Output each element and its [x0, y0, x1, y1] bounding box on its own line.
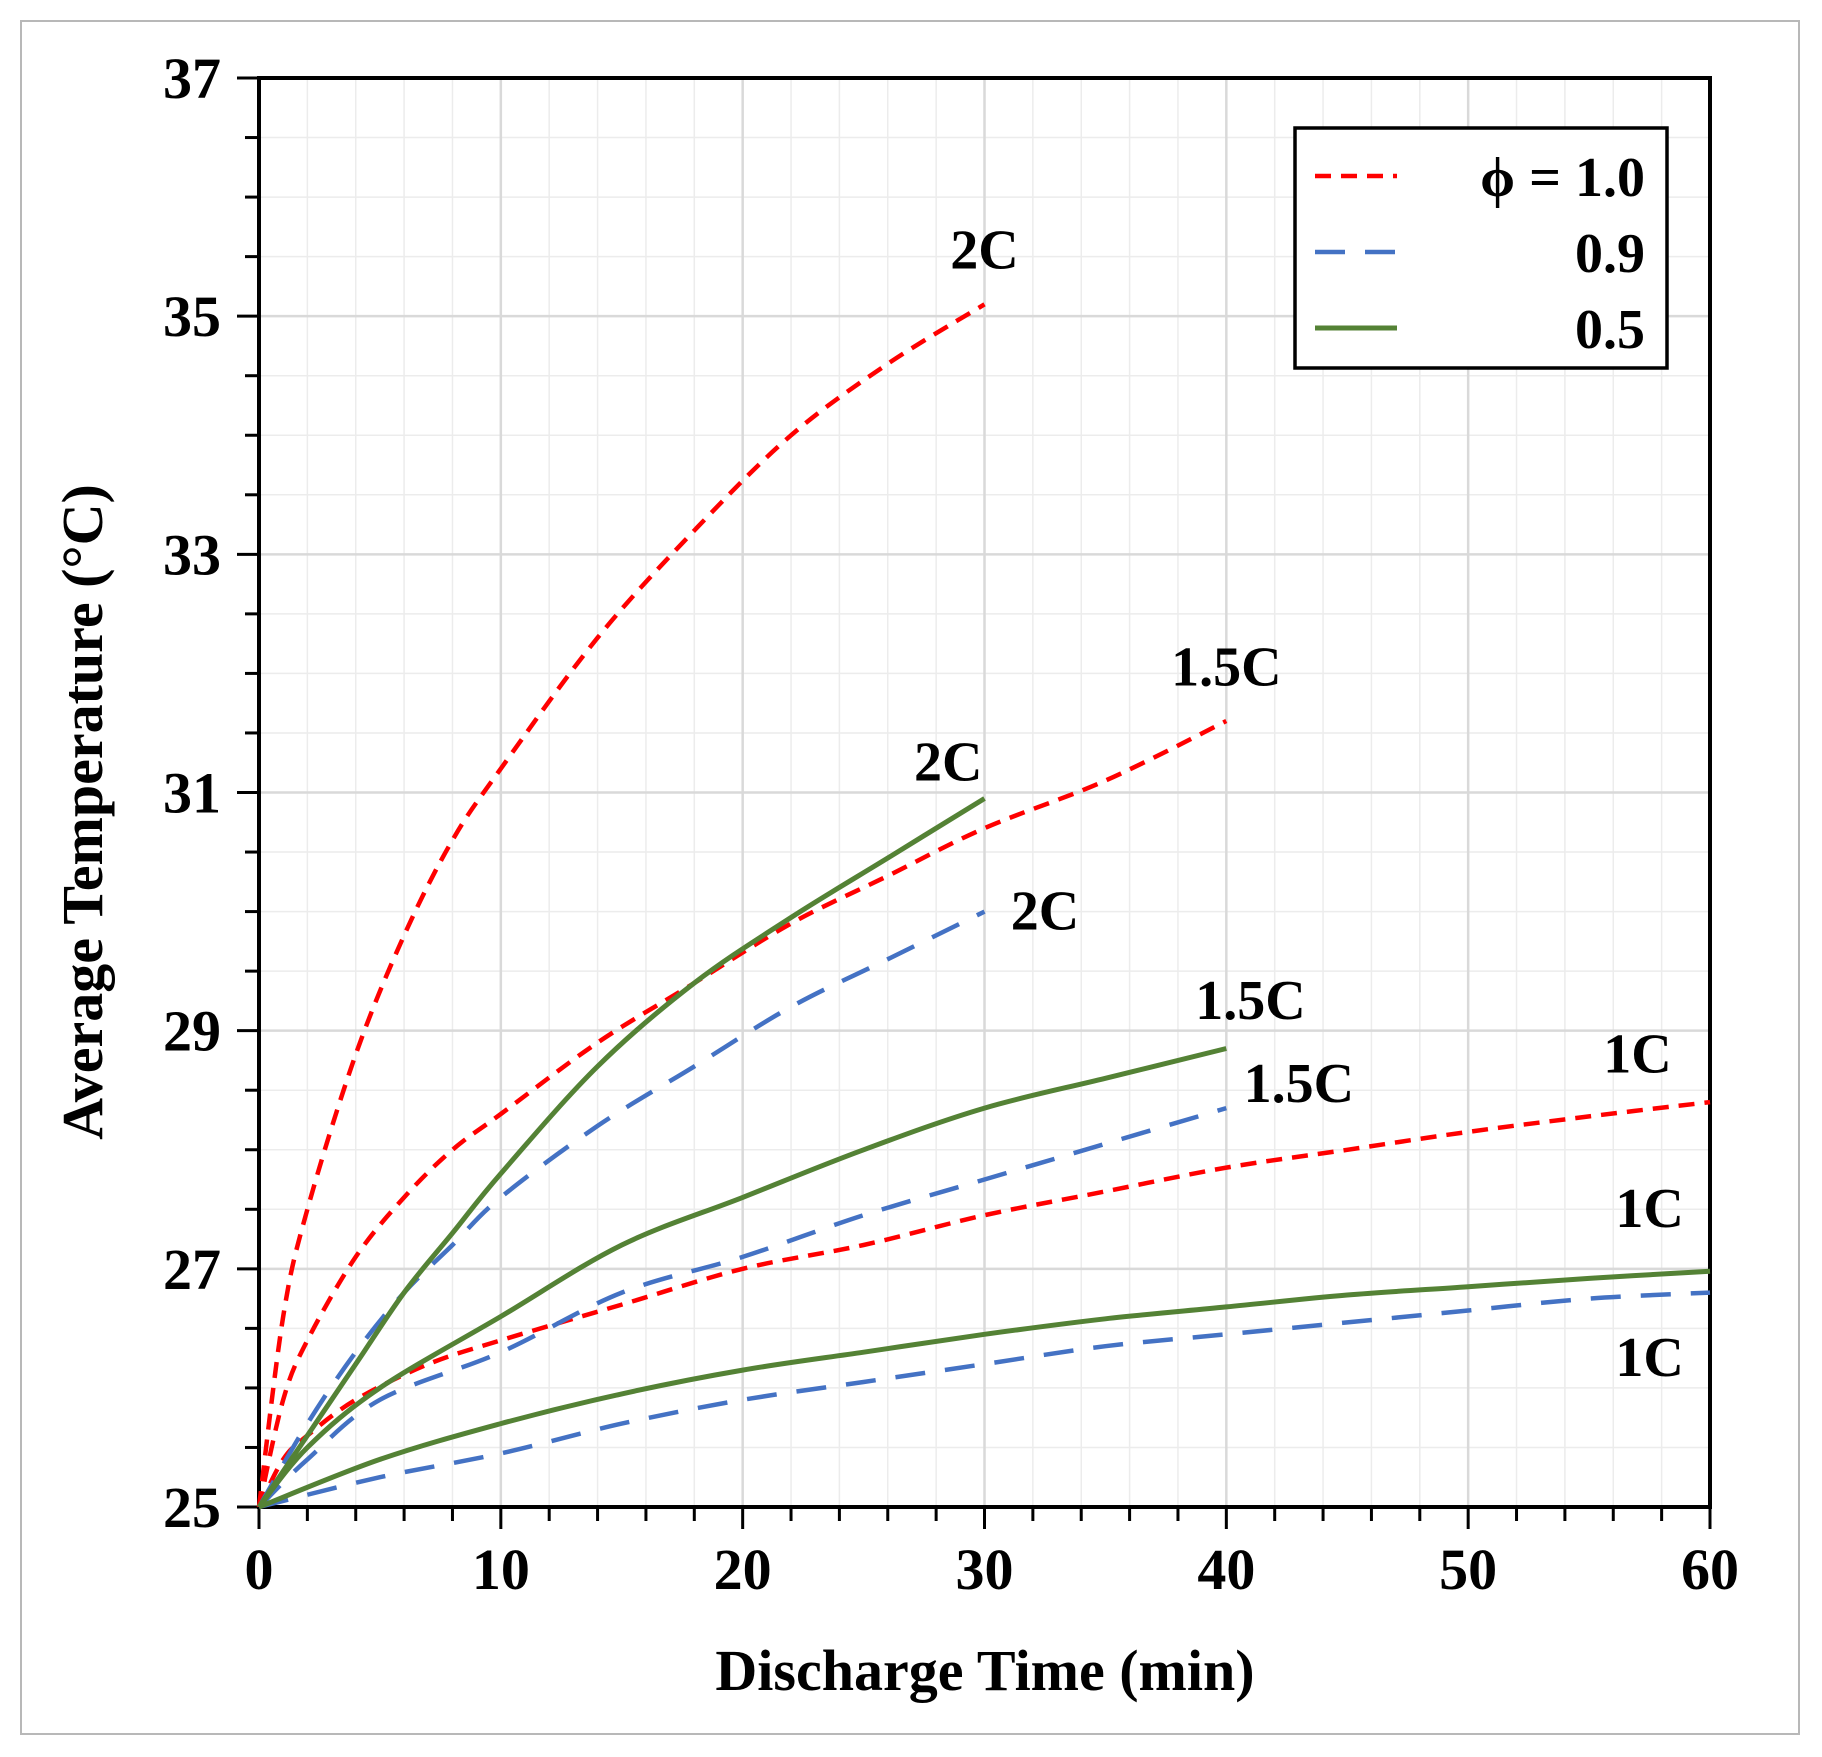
y-tick-label: 27	[163, 1237, 221, 1302]
line-chart: 0 10 20 30 40 50 60 25 27 29 31 33 35 37 2C 1.5C 2C 2C 1.…	[50, 46, 1739, 1703]
legend: ϕ = 1.0 0.9 0.5	[1293, 126, 1669, 370]
series-line-phi-1-0-1c	[256, 1099, 1711, 1509]
grid-lines	[257, 76, 1712, 1509]
x-tick-label: 30	[956, 1537, 1014, 1602]
x-tick-label: 10	[472, 1537, 530, 1602]
curve-label: 2C	[1011, 880, 1079, 942]
x-tick-label: 60	[1681, 1537, 1739, 1602]
series-line-phi-1-0-1-5c	[256, 718, 1228, 1508]
y-tick-label: 37	[163, 46, 221, 111]
figure-frame: 0 10 20 30 40 50 60 25 27 29 31 33 35 37 2C 1.5C 2C 2C 1.…	[20, 20, 1800, 1735]
series-line-phi-0-9-1c	[258, 1290, 1711, 1510]
curve-label: 1.5C	[1171, 636, 1281, 698]
curve-label: 1C	[1603, 1023, 1671, 1085]
series-lines	[256, 302, 1711, 1510]
x-axis-title: Discharge Time (min)	[715, 1638, 1254, 1703]
curve-label: 2C	[950, 220, 1018, 282]
x-tick-label: 0	[245, 1537, 274, 1602]
curve-label: 1C	[1615, 1178, 1683, 1240]
series-line-phi-0-9-2c	[257, 909, 986, 1509]
curve-label: 2C	[914, 732, 982, 794]
y-tick-label: 25	[163, 1475, 221, 1540]
x-tick-label: 40	[1197, 1537, 1255, 1602]
curve-label: 1.5C	[1244, 1053, 1354, 1115]
series-line-phi-1-0-2c	[256, 302, 986, 1508]
y-tick-label: 29	[163, 999, 221, 1064]
legend-label: ϕ = 1.0	[1480, 147, 1645, 209]
curve-label: 1.5C	[1195, 970, 1305, 1032]
y-tick-label: 31	[163, 761, 221, 826]
y-tick-label: 35	[163, 284, 221, 349]
legend-label: 0.9	[1575, 223, 1645, 285]
axes: 0 10 20 30 40 50 60 25 27 29 31 33 35 37	[163, 46, 1739, 1602]
x-tick-label: 20	[714, 1537, 772, 1602]
y-tick-label: 33	[163, 522, 221, 587]
curve-label: 1C	[1615, 1327, 1683, 1389]
legend-label: 0.5	[1575, 299, 1645, 361]
series-line-phi-0-9-1-5c	[257, 1105, 1227, 1509]
y-axis-title: Average Temperature (°C)	[50, 484, 115, 1140]
series-line-phi-0-5-1c	[258, 1268, 1711, 1510]
series-line-phi-0-5-2c	[256, 796, 986, 1509]
x-tick-label: 50	[1439, 1537, 1497, 1602]
series-line-phi-0-5-1-5c	[257, 1046, 1227, 1509]
curve-annotations: 2C 1.5C 2C 2C 1.5C 1.5C 1C 1C 1C	[914, 220, 1684, 1389]
